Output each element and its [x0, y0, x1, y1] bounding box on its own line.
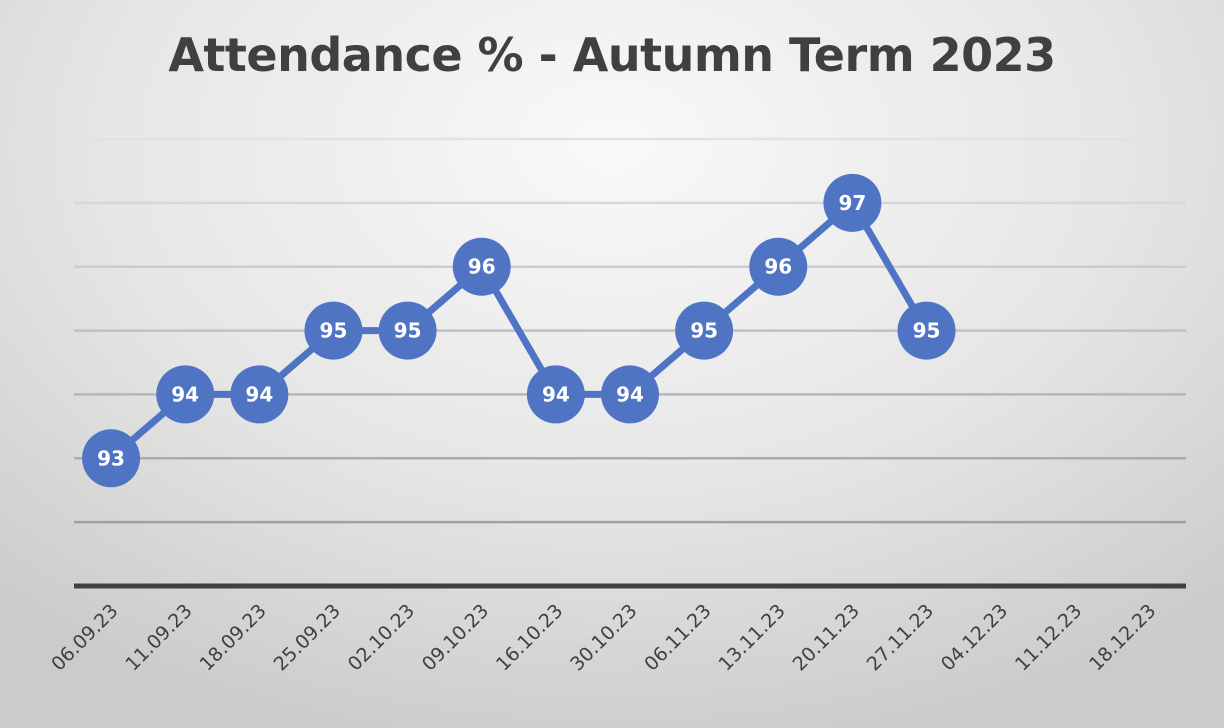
marker-circle: [156, 365, 215, 424]
data-label: 94: [542, 382, 570, 406]
x-tick-label: 04.12.23: [937, 600, 1012, 675]
x-axis-tick-labels: 06.09.2311.09.2318.09.2325.09.2302.10.23…: [47, 600, 1160, 675]
data-point: 93: [82, 429, 141, 488]
data-point: 94: [601, 365, 659, 424]
marker-circle: [897, 301, 956, 360]
marker-circle: [749, 237, 808, 296]
x-tick-label: 06.09.23: [47, 600, 122, 675]
x-tick-label: 27.11.23: [863, 600, 938, 675]
data-label: 95: [394, 319, 422, 343]
x-tick-label: 09.10.23: [418, 600, 493, 675]
data-label: 94: [616, 382, 644, 406]
marker-circle: [82, 429, 141, 488]
marker-circle: [601, 365, 659, 424]
marker-circle: [304, 301, 363, 360]
data-point: 95: [304, 301, 363, 360]
data-point: 97: [823, 173, 882, 232]
data-label: 94: [171, 382, 199, 406]
x-tick-label: 11.12.23: [1011, 600, 1086, 675]
data-label: 95: [690, 319, 718, 343]
data-point: 95: [378, 301, 437, 360]
data-label: 97: [838, 191, 866, 215]
data-point: 95: [675, 301, 734, 360]
data-label: 96: [468, 255, 496, 279]
data-label: 93: [97, 446, 125, 470]
x-tick-label: 30.10.23: [566, 600, 641, 675]
gridlines: [74, 137, 1186, 524]
x-tick-label: 02.10.23: [344, 600, 419, 675]
marker-circle: [230, 365, 289, 424]
marker-circle: [378, 301, 437, 360]
x-tick-label: 18.12.23: [1085, 600, 1160, 675]
data-point: 94: [230, 365, 289, 424]
data-label: 96: [764, 255, 792, 279]
data-point: 96: [452, 237, 511, 296]
x-tick-label: 13.11.23: [714, 600, 789, 675]
data-label: 95: [320, 319, 348, 343]
data-markers: 93 94 94 95 95 96 94 94 95 96 97 95: [82, 173, 956, 488]
data-point: 95: [897, 301, 956, 360]
marker-circle: [823, 173, 882, 232]
data-point: 94: [526, 365, 585, 424]
data-point: 94: [156, 365, 215, 424]
data-point: 96: [749, 237, 808, 296]
x-tick-label: 25.09.23: [270, 600, 345, 675]
x-tick-label: 16.10.23: [492, 600, 567, 675]
marker-circle: [526, 365, 585, 424]
chart-title: Attendance % - Autumn Term 2023: [168, 28, 1056, 82]
x-tick-label: 06.11.23: [640, 600, 715, 675]
data-label: 95: [913, 319, 941, 343]
data-label: 94: [245, 382, 273, 406]
marker-circle: [452, 237, 511, 296]
x-tick-label: 20.11.23: [789, 600, 864, 675]
x-tick-label: 11.09.23: [121, 600, 196, 675]
marker-circle: [675, 301, 734, 360]
x-tick-label: 18.09.23: [195, 600, 270, 675]
